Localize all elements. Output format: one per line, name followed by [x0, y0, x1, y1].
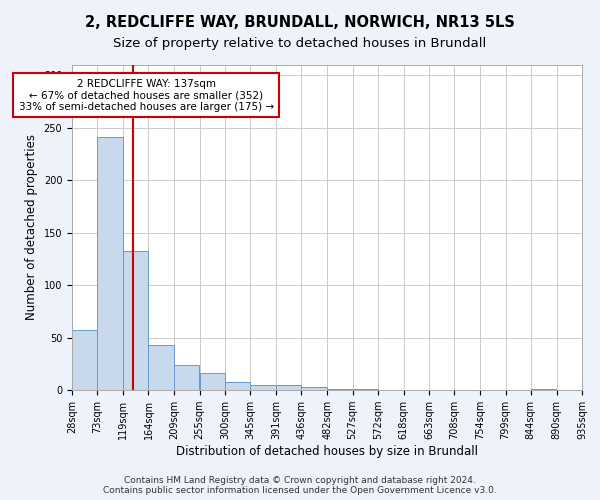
- Bar: [353, 389, 378, 390]
- Text: Contains HM Land Registry data © Crown copyright and database right 2024.
Contai: Contains HM Land Registry data © Crown c…: [103, 476, 497, 495]
- Y-axis label: Number of detached properties: Number of detached properties: [25, 134, 38, 320]
- Bar: [72, 330, 97, 390]
- Text: 2 REDCLIFFE WAY: 137sqm
← 67% of detached houses are smaller (352)
33% of semi-d: 2 REDCLIFFE WAY: 137sqm ← 67% of detache…: [19, 78, 274, 112]
- Bar: [200, 373, 225, 390]
- Bar: [276, 385, 301, 390]
- Text: 2, REDCLIFFE WAY, BRUNDALL, NORWICH, NR13 5LS: 2, REDCLIFFE WAY, BRUNDALL, NORWICH, NR1…: [85, 15, 515, 30]
- Bar: [123, 250, 148, 390]
- Bar: [225, 382, 250, 390]
- Bar: [531, 389, 556, 390]
- Bar: [97, 138, 122, 390]
- Bar: [327, 389, 353, 390]
- Bar: [174, 365, 199, 390]
- X-axis label: Distribution of detached houses by size in Brundall: Distribution of detached houses by size …: [176, 445, 478, 458]
- Bar: [301, 387, 327, 390]
- Bar: [148, 345, 174, 390]
- Bar: [250, 385, 275, 390]
- Text: Size of property relative to detached houses in Brundall: Size of property relative to detached ho…: [113, 38, 487, 51]
